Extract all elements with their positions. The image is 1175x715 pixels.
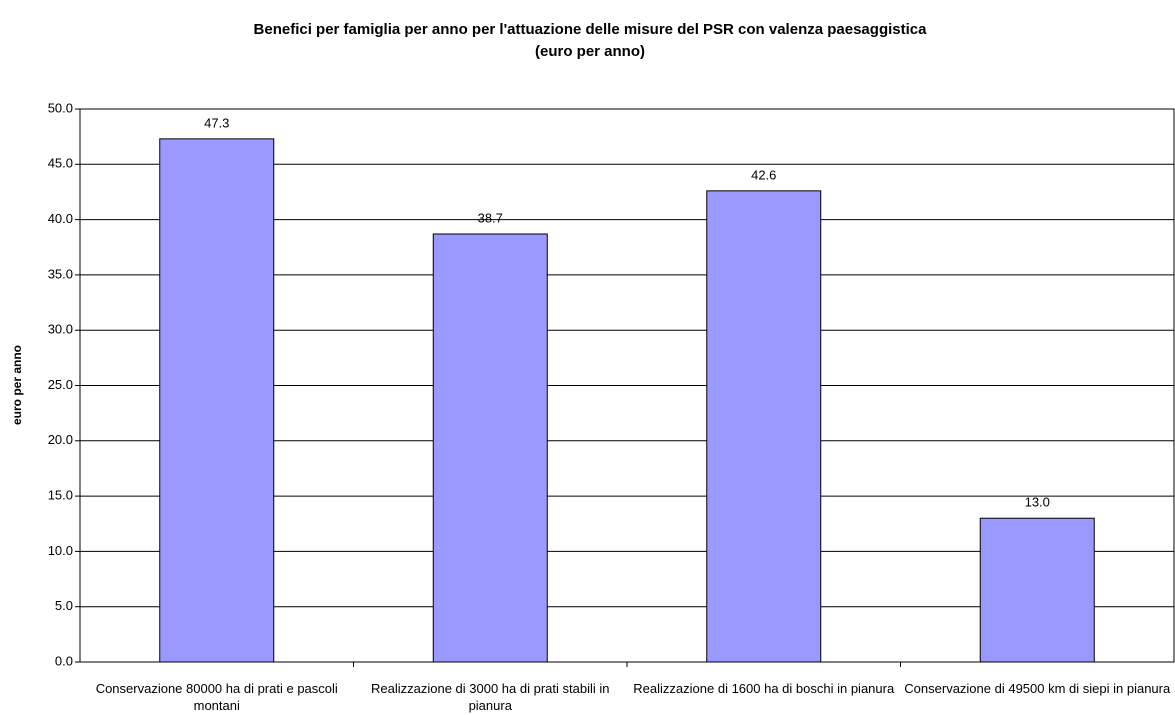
data-label: 13.0 (1025, 495, 1050, 510)
bar (706, 190, 822, 663)
chart-title: Benefici per famiglia per anno per l'att… (254, 21, 928, 38)
y-tick-label: 25.0 (48, 377, 73, 392)
y-tick-label: 15.0 (48, 488, 73, 503)
x-tick-label: Conservazione 80000 ha di prati e pascol… (95, 681, 338, 713)
y-tick-label: 35.0 (48, 266, 73, 281)
y-tick-label: 40.0 (48, 211, 73, 226)
bar (979, 517, 1095, 663)
bar (432, 233, 548, 663)
y-tick-label: 30.0 (48, 322, 73, 337)
y-tick-label: 50.0 (48, 100, 73, 115)
bar (159, 138, 275, 663)
x-tick-label: Conservazione di 49500 km di siepi in pi… (904, 681, 1171, 696)
y-tick-label: 20.0 (48, 432, 73, 447)
data-label: 38.7 (478, 210, 503, 225)
chart-subtitle: (euro per anno) (535, 43, 645, 60)
data-label: 47.3 (204, 115, 229, 130)
x-tick-label: Realizzazione di 1600 ha di boschi in pi… (633, 681, 895, 696)
x-tick-label: Realizzazione di 3000 ha di prati stabil… (371, 681, 610, 713)
y-tick-label: 0.0 (55, 653, 73, 668)
data-label: 42.6 (751, 167, 776, 182)
y-axis-label: euro per anno (10, 345, 24, 425)
y-tick-label: 10.0 (48, 543, 73, 558)
y-tick-label: 5.0 (55, 598, 73, 613)
y-tick-label: 45.0 (48, 156, 73, 171)
